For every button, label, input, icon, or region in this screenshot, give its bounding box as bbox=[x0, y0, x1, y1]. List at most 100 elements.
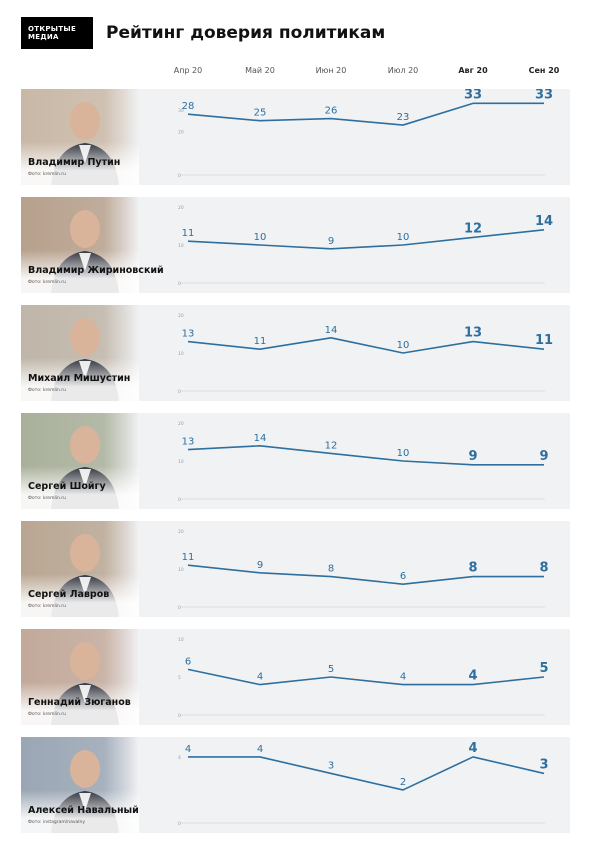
data-label: 3 bbox=[328, 760, 334, 771]
data-label: 6 bbox=[400, 571, 406, 582]
y-tick-label: 10 bbox=[178, 243, 184, 249]
series-line bbox=[187, 336, 545, 354]
data-label: 8 bbox=[468, 561, 477, 576]
y-tick-label: 20 bbox=[178, 313, 184, 319]
data-label: 8 bbox=[328, 564, 334, 575]
politician-panel: Алексей Навальный Фото: instagram/navalny… bbox=[21, 737, 570, 833]
series-line bbox=[187, 444, 544, 466]
y-tick-label: 30 bbox=[178, 108, 184, 114]
y-tick-label: 0 bbox=[178, 605, 181, 611]
trust-line-chart: 10 5 0 6 4 5 4 4 5 bbox=[178, 637, 549, 719]
data-label: 10 bbox=[254, 232, 267, 243]
data-label: 4 bbox=[400, 672, 406, 683]
photo-credit: Фото: instagram/navalny bbox=[28, 820, 86, 825]
trust-line-chart: 20 10 0 13 14 12 10 9 9 bbox=[178, 421, 549, 503]
portrait-photo bbox=[21, 89, 139, 185]
politician-name: Сергей Лавров bbox=[28, 589, 110, 600]
month-label: Май 20 bbox=[245, 66, 275, 75]
politician-panel: Сергей Лавров Фото: kremlin.ru 20 10 0 11 9 8 6 8… bbox=[21, 521, 570, 617]
y-tick-label: 20 bbox=[178, 421, 184, 427]
politician-name: Алексей Навальный bbox=[28, 805, 139, 816]
data-label: 11 bbox=[182, 228, 195, 239]
page-title: Рейтинг доверия политикам bbox=[106, 23, 386, 43]
data-label: 13 bbox=[182, 329, 195, 340]
data-label: 4 bbox=[185, 744, 191, 755]
data-label: 14 bbox=[325, 325, 338, 336]
y-tick-label: 10 bbox=[178, 459, 184, 465]
politician-name: Михаил Мишустин bbox=[28, 373, 131, 384]
y-tick-label: 20 bbox=[178, 130, 184, 136]
y-tick-label: 0 bbox=[178, 821, 181, 827]
month-label: Июл 20 bbox=[387, 66, 419, 75]
y-tick-label: 0 bbox=[178, 281, 181, 287]
data-label: 9 bbox=[257, 560, 263, 571]
brand-line-1: ОТКРЫТЫЕ bbox=[28, 25, 77, 33]
data-label: 4 bbox=[257, 672, 263, 683]
data-label: 33 bbox=[535, 89, 553, 102]
y-tick-label: 5 bbox=[178, 675, 181, 681]
politician-name: Владимир Путин bbox=[28, 157, 121, 168]
series-line bbox=[187, 229, 545, 250]
data-label: 14 bbox=[254, 433, 267, 444]
y-tick-label: 10 bbox=[178, 351, 184, 357]
data-label: 10 bbox=[397, 340, 410, 351]
politician-panel: Геннадий Зюганов Фото: kremlin.ru 10 5 0 6 4 5 4… bbox=[21, 629, 570, 725]
portrait-photo bbox=[21, 521, 139, 617]
y-tick-label: 4 bbox=[178, 755, 181, 761]
y-tick-label: 0 bbox=[178, 173, 181, 179]
series-line bbox=[187, 102, 544, 126]
data-label: 9 bbox=[539, 449, 548, 464]
politician-panel: Михаил Мишустин Фото: kremlin.ru 20 10 0 13 11… bbox=[21, 305, 570, 401]
data-label: 9 bbox=[328, 236, 334, 247]
data-label: 4 bbox=[257, 744, 263, 755]
photo-credit: Фото: kremlin.ru bbox=[28, 604, 66, 609]
politician-name: Сергей Шойгу bbox=[28, 481, 106, 492]
month-label: Авг 20 bbox=[458, 66, 488, 75]
politician-panel: Владимир Путин Фото: kremlin.ru 30 20 0 28 25 2… bbox=[21, 89, 570, 185]
series-line bbox=[188, 756, 545, 791]
politician-name: Владимир Жириновский bbox=[28, 265, 164, 276]
data-label: 13 bbox=[182, 437, 195, 448]
data-label: 2 bbox=[400, 777, 406, 788]
brand-logo: ОТКРЫТЫЕ МЕДИА bbox=[21, 17, 93, 49]
photo-credit: Фото: kremlin.ru bbox=[28, 172, 66, 177]
data-label: 23 bbox=[397, 112, 410, 123]
trust-line-chart: 20 10 0 11 10 9 10 12 14 bbox=[178, 205, 553, 287]
data-label: 11 bbox=[254, 336, 267, 347]
photo-credit: Фото: kremlin.ru bbox=[28, 388, 66, 393]
y-tick-label: 10 bbox=[178, 637, 184, 643]
portrait-photo bbox=[21, 197, 139, 293]
series-line bbox=[187, 564, 544, 586]
portrait-photo bbox=[21, 305, 139, 401]
data-label: 25 bbox=[254, 108, 267, 119]
trust-line-chart: 30 20 0 28 25 26 23 33 33 bbox=[178, 89, 553, 179]
series-line bbox=[187, 668, 545, 686]
data-label: 6 bbox=[185, 656, 191, 667]
portrait-photo bbox=[21, 629, 139, 725]
photo-credit: Фото: kremlin.ru bbox=[28, 712, 66, 717]
politician-panel: Владимир Жириновский Фото: kremlin.ru 20 10… bbox=[21, 197, 570, 293]
data-label: 12 bbox=[464, 221, 482, 236]
data-label: 10 bbox=[397, 232, 410, 243]
politician-name: Геннадий Зюганов bbox=[28, 697, 131, 708]
data-label: 13 bbox=[464, 326, 482, 341]
data-label: 12 bbox=[325, 440, 338, 451]
month-axis: Апр 20 Май 20 Июн 20 Июл 20 Авг 20 Сен 2… bbox=[0, 66, 591, 78]
y-tick-label: 20 bbox=[178, 205, 184, 211]
photo-credit: Фото: kremlin.ru bbox=[28, 496, 66, 501]
month-label: Июн 20 bbox=[315, 66, 347, 75]
politician-panel: Сергей Шойгу Фото: kremlin.ru 20 10 0 13 14 12 1… bbox=[21, 413, 570, 509]
y-tick-label: 0 bbox=[178, 713, 181, 719]
data-label: 4 bbox=[468, 741, 477, 756]
data-label: 10 bbox=[397, 448, 410, 459]
month-label: Апр 20 bbox=[173, 66, 203, 75]
data-label: 8 bbox=[539, 561, 548, 576]
data-label: 5 bbox=[539, 661, 548, 676]
y-tick-label: 10 bbox=[178, 567, 184, 573]
y-tick-label: 0 bbox=[178, 389, 181, 395]
y-tick-label: 0 bbox=[178, 497, 181, 503]
brand-line-2: МЕДИА bbox=[28, 33, 59, 41]
y-tick-label: 20 bbox=[178, 529, 184, 535]
